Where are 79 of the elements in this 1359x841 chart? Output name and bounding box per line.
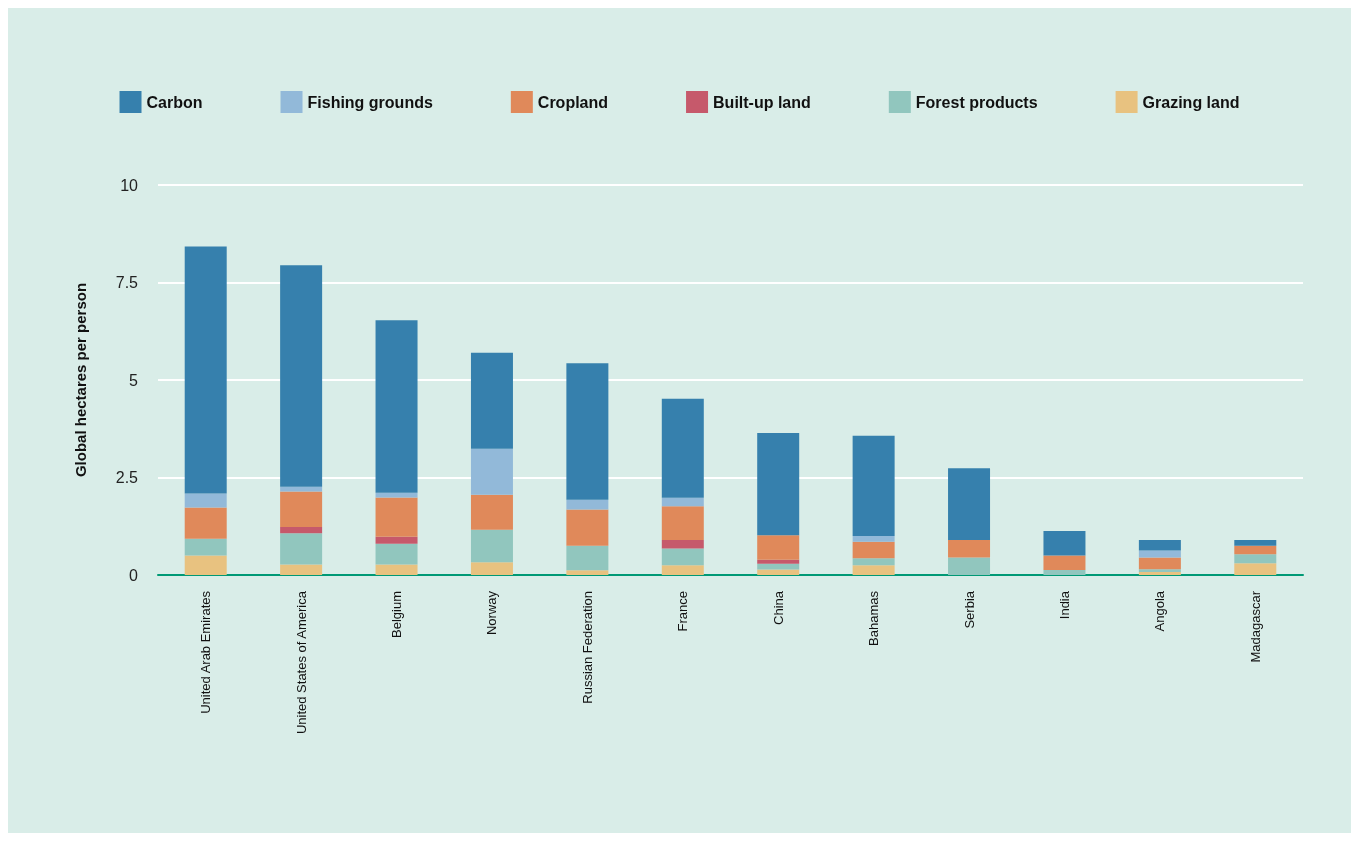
x-tick-label: Angola	[1152, 590, 1168, 632]
bar	[852, 541, 895, 559]
bar	[1234, 545, 1277, 555]
bar	[948, 557, 991, 575]
bar	[566, 545, 609, 571]
legend-label: Fishing grounds	[307, 93, 433, 111]
bar	[184, 555, 227, 575]
bar	[852, 536, 895, 542]
legend-label: Cropland	[537, 93, 609, 111]
bar	[280, 527, 323, 534]
legend-label: Forest products	[915, 93, 1038, 111]
y-tick-label: 10	[120, 176, 139, 194]
bar	[1234, 554, 1277, 564]
bar	[184, 538, 227, 556]
x-tick-label: Belgium	[389, 591, 405, 638]
bar	[661, 565, 704, 575]
y-tick-label: 0	[129, 566, 139, 584]
bar	[661, 548, 704, 566]
y-tick-label: 7.5	[115, 274, 139, 291]
bar	[661, 539, 704, 549]
bar	[566, 499, 609, 510]
bar	[661, 497, 704, 507]
bar	[470, 352, 513, 449]
bar	[1234, 563, 1277, 575]
bar	[948, 468, 991, 540]
x-tick-label: France	[675, 591, 691, 632]
bar	[1043, 530, 1086, 556]
bar	[184, 246, 227, 494]
bar	[280, 564, 323, 575]
y-tick-label: 2.5	[115, 469, 139, 486]
bar	[566, 570, 609, 575]
bar	[1043, 569, 1086, 575]
bar	[852, 558, 895, 566]
y-tick-label: 5	[129, 371, 139, 389]
bar	[1234, 539, 1277, 546]
x-tick-label: Norway	[484, 590, 500, 636]
bar	[375, 497, 418, 537]
bar	[566, 509, 609, 546]
bar	[1138, 557, 1181, 570]
bar	[852, 435, 895, 536]
bar	[470, 448, 513, 495]
x-tick-label: United States of America	[293, 590, 309, 735]
y-axis-title: Global hectares per person	[72, 282, 89, 478]
bar	[1138, 539, 1181, 551]
bar	[375, 543, 418, 565]
bar	[470, 529, 513, 563]
legend-label: Grazing land	[1142, 93, 1240, 111]
bar	[948, 539, 991, 558]
legend-label: Built-up land	[713, 93, 811, 111]
bar	[280, 491, 323, 528]
bar	[280, 533, 323, 565]
bar	[184, 493, 227, 508]
bar	[184, 507, 227, 539]
x-tick-label: Madagascar	[1247, 590, 1263, 663]
bar	[852, 565, 895, 575]
x-tick-label: China	[770, 590, 786, 625]
bar	[375, 564, 418, 575]
x-tick-label: India	[1056, 590, 1072, 620]
bar	[470, 562, 513, 575]
x-tick-label: Serbia	[961, 590, 977, 629]
bar	[280, 265, 323, 487]
bar	[566, 363, 609, 500]
bar	[375, 536, 418, 544]
bar	[280, 486, 323, 492]
legend-label: Carbon	[146, 93, 203, 111]
x-tick-label: United Arab Emirates	[198, 590, 214, 714]
bar	[757, 559, 800, 564]
bar	[757, 563, 800, 570]
x-tick-label: Bahamas	[866, 590, 882, 646]
bar	[470, 494, 513, 530]
bar	[661, 506, 704, 540]
bar	[757, 569, 800, 575]
bar	[375, 320, 418, 493]
x-tick-label: Russian Federation	[579, 591, 595, 704]
bar	[757, 433, 800, 536]
bar	[661, 398, 704, 498]
bar	[1043, 555, 1086, 570]
bar	[757, 535, 800, 560]
bar	[1138, 550, 1181, 558]
